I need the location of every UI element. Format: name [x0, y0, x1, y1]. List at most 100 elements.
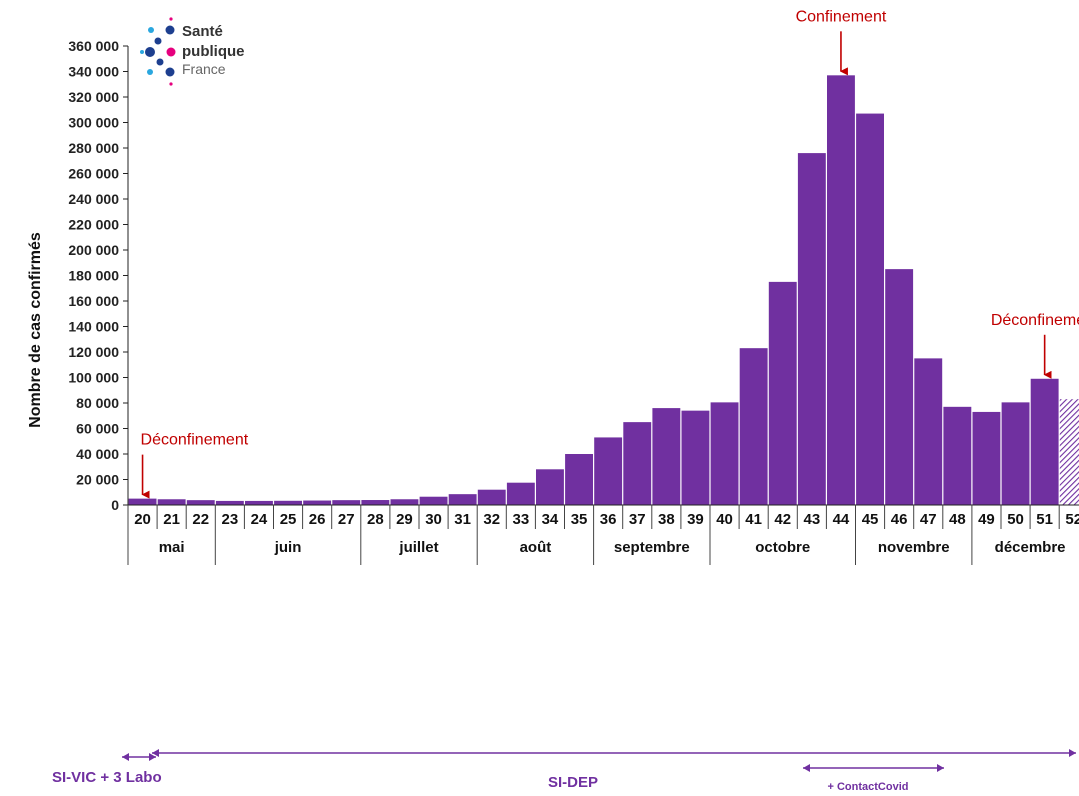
si-vic-arrow-right: [149, 753, 156, 761]
week-label: 41: [745, 511, 762, 528]
y-tick-label: 280 000: [68, 140, 119, 156]
bar-week-26: [303, 500, 332, 505]
logo-dots-icon: [140, 17, 176, 86]
month-labels: mai juin juillet août septembre octobre novemb…: [127, 529, 1066, 565]
week-label: 38: [658, 511, 675, 528]
bar-week-46: [885, 269, 914, 505]
bar-week-28: [361, 500, 390, 505]
y-tick-label: 80 000: [76, 395, 119, 411]
bar-week-31: [448, 494, 477, 505]
logo: Santé publique France: [140, 17, 245, 86]
week-label: 31: [454, 511, 471, 528]
week-label: 23: [222, 511, 239, 528]
bar-week-30: [419, 496, 448, 505]
week-label: 20: [134, 511, 151, 528]
week-label: 26: [309, 511, 326, 528]
contactcovid-arrow-right: [937, 764, 944, 772]
y-axis: 0 20 000 40 000 60 000 80 000 100 000 120 000 1…: [68, 38, 129, 513]
y-tick-label: 160 000: [68, 293, 119, 309]
system-label-contactcovid: + ContactCovid: [828, 781, 909, 793]
week-label: 44: [833, 511, 850, 528]
bar-week-21: [157, 499, 186, 505]
y-tick-label: 60 000: [76, 421, 119, 437]
annotation-label: Confinement: [796, 8, 887, 25]
annotation-label: Déconfinement: [991, 312, 1079, 329]
bar-week-49: [972, 411, 1001, 505]
system-label-sivic: SI-VIC + 3 Labo: [52, 769, 162, 786]
week-label: 43: [804, 511, 821, 528]
week-label: 24: [251, 511, 268, 528]
system-label-sidep: SI-DEP: [548, 774, 598, 791]
bar-week-36: [594, 437, 623, 505]
bar-week-39: [681, 410, 710, 505]
bar-week-37: [623, 422, 652, 505]
bar-week-48: [943, 406, 972, 505]
logo-line-2: publique: [182, 43, 245, 60]
week-label: 46: [891, 511, 908, 528]
bar-week-35: [565, 454, 593, 505]
week-label: 37: [629, 511, 646, 528]
month-label: septembre: [614, 539, 690, 556]
month-label: juillet: [398, 539, 438, 556]
y-tick-label: 340 000: [68, 64, 119, 80]
bar-week-50: [1001, 402, 1030, 505]
y-tick-label: 180 000: [68, 268, 119, 284]
month-label: novembre: [878, 539, 950, 556]
bar-week-25: [274, 500, 302, 505]
y-tick-label: 0: [111, 497, 119, 513]
bar-week-34: [536, 469, 564, 505]
week-label: 49: [978, 511, 995, 528]
bar-week-22: [186, 500, 215, 505]
contactcovid-arrow-left: [803, 764, 810, 772]
month-label: décembre: [995, 539, 1066, 556]
si-vic-arrow-left: [122, 753, 129, 761]
bar-week-47: [914, 358, 943, 505]
y-tick-label: 220 000: [68, 217, 119, 233]
month-label: août: [520, 539, 552, 556]
week-label: 47: [920, 511, 937, 528]
y-tick-label: 140 000: [68, 319, 119, 335]
week-label: 50: [1007, 511, 1024, 528]
y-tick-label: 20 000: [76, 472, 119, 488]
bar-week-20: [128, 498, 157, 505]
week-label: 35: [571, 511, 588, 528]
week-label: 48: [949, 511, 966, 528]
logo-line-1: Santé: [182, 23, 223, 40]
y-tick-label: 320 000: [68, 89, 119, 105]
y-axis-label: Nombre de cas confirmés: [27, 232, 44, 428]
x-axis: 20 21 22 23 24 25 26 27 28 29 30 31 32 33 34 35 36 37 38 39…: [127, 504, 1079, 529]
week-label: 27: [338, 511, 355, 528]
month-label: mai: [159, 539, 185, 556]
week-label: 45: [862, 511, 879, 528]
bar-week-45: [856, 113, 884, 505]
bar-week-52: [1059, 399, 1079, 505]
week-label: 28: [367, 511, 384, 528]
bar-week-38: [652, 408, 681, 505]
bar-week-23: [215, 500, 244, 505]
week-label: 22: [192, 511, 209, 528]
logo-line-3: France: [182, 61, 226, 77]
week-label: 52: [1065, 511, 1079, 528]
bar-week-41: [739, 348, 768, 505]
week-label: 32: [483, 511, 500, 528]
week-label: 42: [774, 511, 791, 528]
bar-week-42: [768, 281, 797, 505]
bar-week-44: [827, 75, 855, 505]
week-label: 39: [687, 511, 704, 528]
annotation-label: Déconfinement: [141, 432, 249, 449]
y-tick-label: 300 000: [68, 115, 119, 131]
bar-week-24: [245, 500, 273, 505]
bar-week-33: [506, 482, 535, 505]
week-label: 40: [716, 511, 733, 528]
y-tick-label: 260 000: [68, 166, 119, 182]
si-dep-arrow-right: [1069, 749, 1076, 757]
y-tick-label: 200 000: [68, 242, 119, 258]
y-tick-label: 240 000: [68, 191, 119, 207]
bars: [128, 75, 1079, 505]
week-label: 34: [542, 511, 559, 528]
week-label: 25: [280, 511, 297, 528]
y-tick-label: 100 000: [68, 370, 119, 386]
week-label: 33: [513, 511, 530, 528]
system-timeline: SI-VIC + 3 Labo SI-DEP + ContactCovid: [52, 749, 1076, 793]
